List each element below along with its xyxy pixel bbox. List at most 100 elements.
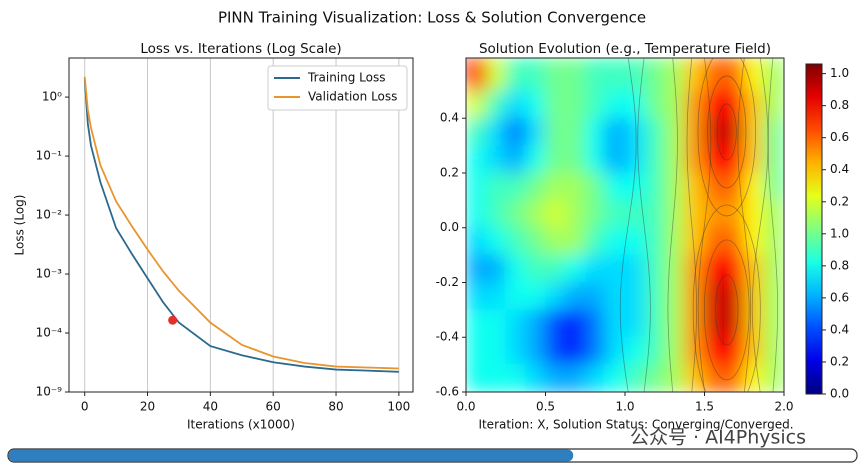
- heatmap-cell: [664, 199, 686, 229]
- y-tick-label: 10⁻²: [36, 208, 63, 222]
- heatmap-cell: [525, 281, 546, 311]
- annotation: Iteration: X, Solution Status: Convergin…: [478, 418, 793, 432]
- heatmap-cell: [564, 90, 586, 119]
- heatmap-cell: [466, 364, 487, 392]
- heatmap-cell: [624, 309, 646, 338]
- heatmap-cell: [644, 199, 666, 229]
- y-tick-label: 0.0: [440, 220, 459, 234]
- heatmap-cell: [664, 58, 686, 92]
- chart-title: Solution Evolution (e.g., Temperature Fi…: [479, 41, 771, 57]
- contour-line: [715, 274, 739, 346]
- heatmap-cell: [763, 254, 784, 283]
- heatmap-cell: [704, 336, 725, 366]
- heatmap-cell: [763, 117, 784, 147]
- x-tick-label: 2.0: [774, 400, 793, 414]
- contour-line: [697, 58, 712, 392]
- heatmap-cell: [584, 117, 606, 147]
- heatmap-cell: [584, 90, 606, 119]
- heatmap-cell: [664, 336, 686, 366]
- y-tick-label: 0.4: [440, 111, 459, 125]
- y-tick-label: -0.4: [436, 330, 459, 344]
- heatmap-cell: [525, 172, 546, 201]
- x-tick-label: 80: [328, 400, 343, 414]
- heatmap-chart: 0.0 0.5 1.0 1.5 2.0 -0.6 -0.4 -0.2 0.0 0.2 0.4 1.0 0…: [436, 57, 849, 414]
- heatmap-cell: [505, 309, 527, 338]
- heatmap-cell: [704, 364, 725, 392]
- axes-frame: [465, 57, 785, 393]
- heatmap-cell: [743, 199, 765, 229]
- x-tick-label: 20: [140, 400, 155, 414]
- heatmap-cell: [763, 145, 784, 174]
- heatmap-cell: [704, 90, 725, 119]
- heatmap-cell: [763, 281, 784, 311]
- heatmap-cell: [564, 199, 586, 229]
- x-tick-label: 60: [266, 400, 281, 414]
- heatmap-cell: [485, 227, 507, 256]
- heatmap-cell: [763, 172, 784, 201]
- heatmap-cell: [684, 58, 705, 92]
- heatmap-cell: [763, 227, 784, 256]
- heatmap-cell: [644, 117, 666, 147]
- heatmap-cell: [723, 227, 745, 256]
- heatmap-cell: [466, 172, 487, 201]
- heatmap-cell: [763, 336, 784, 366]
- heatmap-cell: [704, 172, 725, 201]
- heatmap-cell: [564, 58, 586, 92]
- axes-frame: [68, 57, 414, 393]
- heatmap-cell: [644, 145, 666, 174]
- y-tick-label: 10⁻³: [36, 267, 63, 281]
- heatmap-cell: [525, 364, 546, 392]
- heatmap-cell: [624, 336, 646, 366]
- heatmap-cell: [684, 199, 705, 229]
- heatmap-cell: [763, 309, 784, 338]
- heatmap-cell: [505, 58, 527, 92]
- x-tick-label: 1.0: [615, 400, 634, 414]
- heatmap-cell: [704, 227, 725, 256]
- legend-box: [267, 65, 408, 111]
- heatmap-cell: [545, 281, 566, 311]
- heatmap-cell: [624, 58, 646, 92]
- heatmap-cell: [564, 281, 586, 311]
- heatmap-cell: [584, 172, 606, 201]
- heatmap-cell: [466, 58, 487, 92]
- heatmap-cell: [466, 117, 487, 147]
- heatmap-cell: [743, 364, 765, 392]
- heatmap-cell: [485, 117, 507, 147]
- heatmap-cell: [684, 172, 705, 201]
- heatmap-cell: [584, 254, 606, 283]
- heatmap-cell: [604, 145, 626, 174]
- heatmap-cell: [684, 145, 705, 174]
- heatmap-cell: [584, 364, 606, 392]
- heatmap-cell: [604, 336, 626, 366]
- x-tick-label: 0.0: [456, 400, 475, 414]
- heatmap-cell: [743, 309, 765, 338]
- heatmap-cell: [466, 309, 487, 338]
- heatmap-cell: [743, 336, 765, 366]
- heatmap-cell: [644, 227, 666, 256]
- heatmap-cell: [525, 227, 546, 256]
- heatmap-cell: [604, 117, 626, 147]
- heatmap-cell: [664, 364, 686, 392]
- y-tick-label: -0.6: [436, 385, 459, 399]
- heatmap-cell: [525, 90, 546, 119]
- heatmap-cell: [743, 117, 765, 147]
- contour-line: [686, 58, 697, 392]
- heatmap-cell: [525, 254, 546, 283]
- heatmap-cell: [644, 172, 666, 201]
- y-tick-label: 10⁻¹: [36, 149, 63, 163]
- colorbar-tick-label: 0.2: [830, 354, 849, 368]
- heatmap-cell: [704, 254, 725, 283]
- heatmap-cell: [684, 254, 705, 283]
- contour-line: [667, 58, 678, 392]
- heatmap-cell: [545, 58, 566, 92]
- legend-label: Training Loss: [307, 71, 385, 85]
- heatmap-cell: [564, 227, 586, 256]
- watermark: 公众号 · AI4Physics: [630, 427, 806, 449]
- heatmap-cell: [466, 199, 487, 229]
- heatmap-cell: [664, 90, 686, 119]
- heatmap-cell: [704, 199, 725, 229]
- heatmap-cell: [584, 199, 606, 229]
- heatmap-cell: [723, 364, 745, 392]
- heatmap-cell: [505, 145, 527, 174]
